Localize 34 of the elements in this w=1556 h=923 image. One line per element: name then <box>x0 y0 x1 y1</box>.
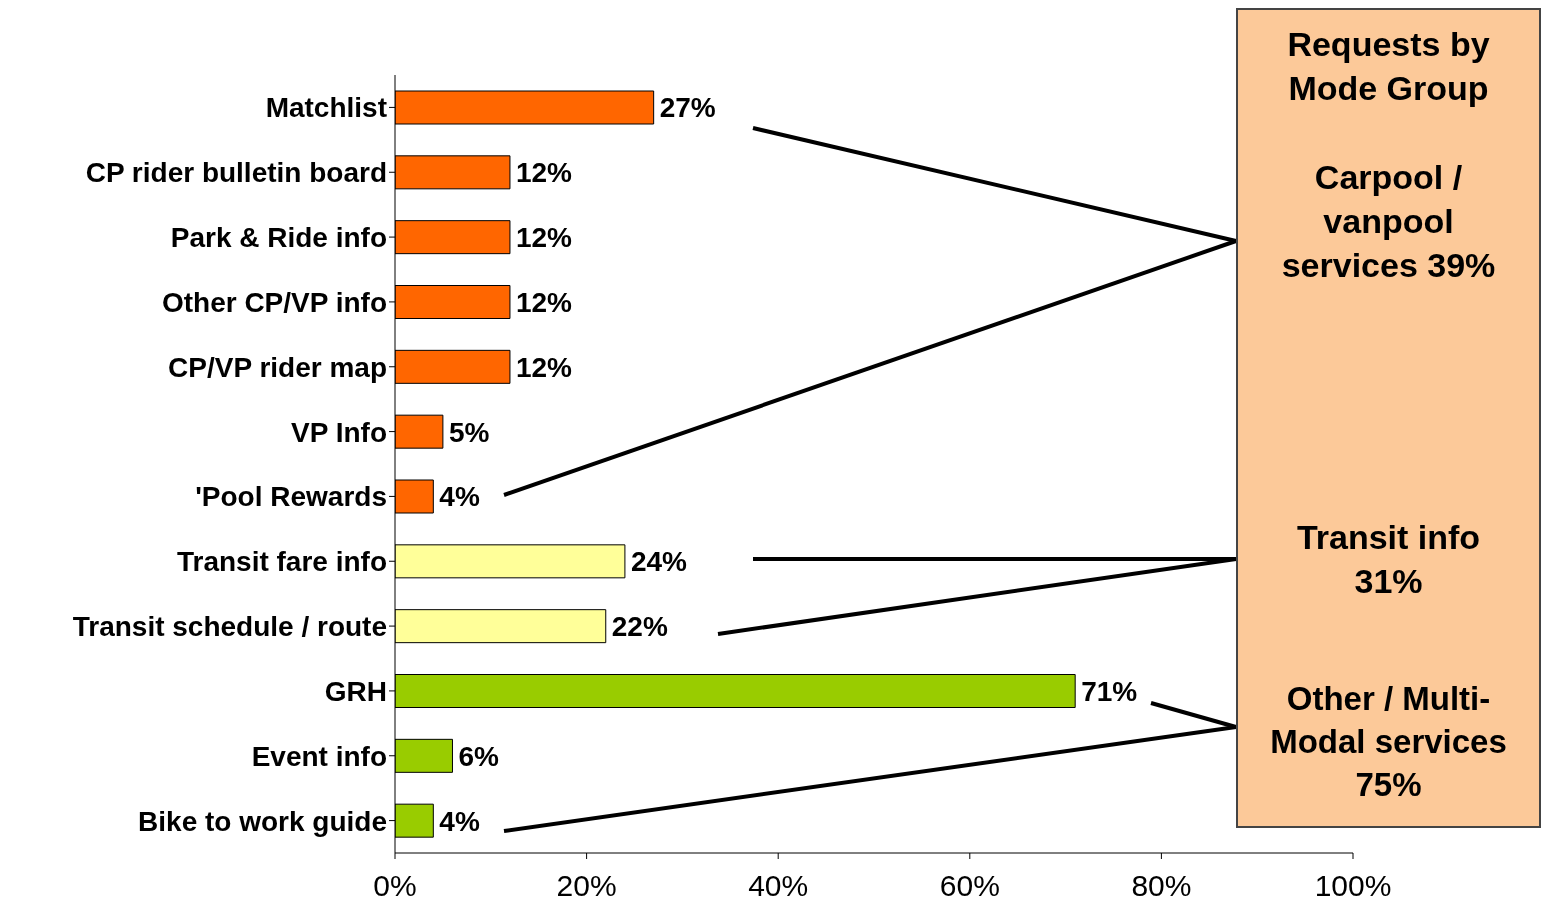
x-tick-label: 80% <box>1131 869 1192 903</box>
y-tick-label: GRH <box>324 675 387 707</box>
y-tick-label: Transit fare info <box>176 546 387 578</box>
x-tick-label: 60% <box>939 869 1000 903</box>
y-tick-label: Other CP/VP info <box>161 286 387 318</box>
data-label: 12% <box>515 351 573 383</box>
data-label: 27% <box>659 92 716 124</box>
data-label: 6% <box>458 740 500 772</box>
data-label: 24% <box>630 546 688 578</box>
y-tick-label: Park & Ride info <box>170 222 387 254</box>
data-label: 4% <box>439 805 480 837</box>
data-label: 5% <box>448 416 490 448</box>
data-label: 12% <box>515 286 573 318</box>
annotation: Transit info 31% <box>1295 517 1482 603</box>
y-tick-label: VP Info <box>291 416 387 448</box>
data-label: 71% <box>1081 675 1138 707</box>
data-label: 4% <box>439 481 480 513</box>
y-tick-label: Transit schedule / route <box>72 611 387 643</box>
data-label: 22% <box>611 611 668 643</box>
y-tick-label: Event info <box>251 740 387 772</box>
y-tick-label: Bike to work guide <box>138 805 387 837</box>
y-tick-label: Matchlist <box>265 92 387 124</box>
y-tick-label: CP rider bulletin board <box>85 157 387 189</box>
annotation: Carpool / vanpool services 39% <box>1280 157 1497 287</box>
x-tick-label: 40% <box>748 869 809 903</box>
x-tick-label: 20% <box>556 869 617 903</box>
data-label: 12% <box>515 222 573 254</box>
annotation: Other / Multi-Modal services 75% <box>1269 679 1508 805</box>
x-tick-label: 0% <box>373 869 417 903</box>
annotation: Requests by Mode Group <box>1286 24 1491 110</box>
data-label: 12% <box>515 157 573 189</box>
x-tick-label: 100% <box>1314 869 1392 903</box>
y-tick-label: 'Pool Rewards <box>195 481 387 513</box>
y-tick-label: CP/VP rider map <box>168 351 387 383</box>
